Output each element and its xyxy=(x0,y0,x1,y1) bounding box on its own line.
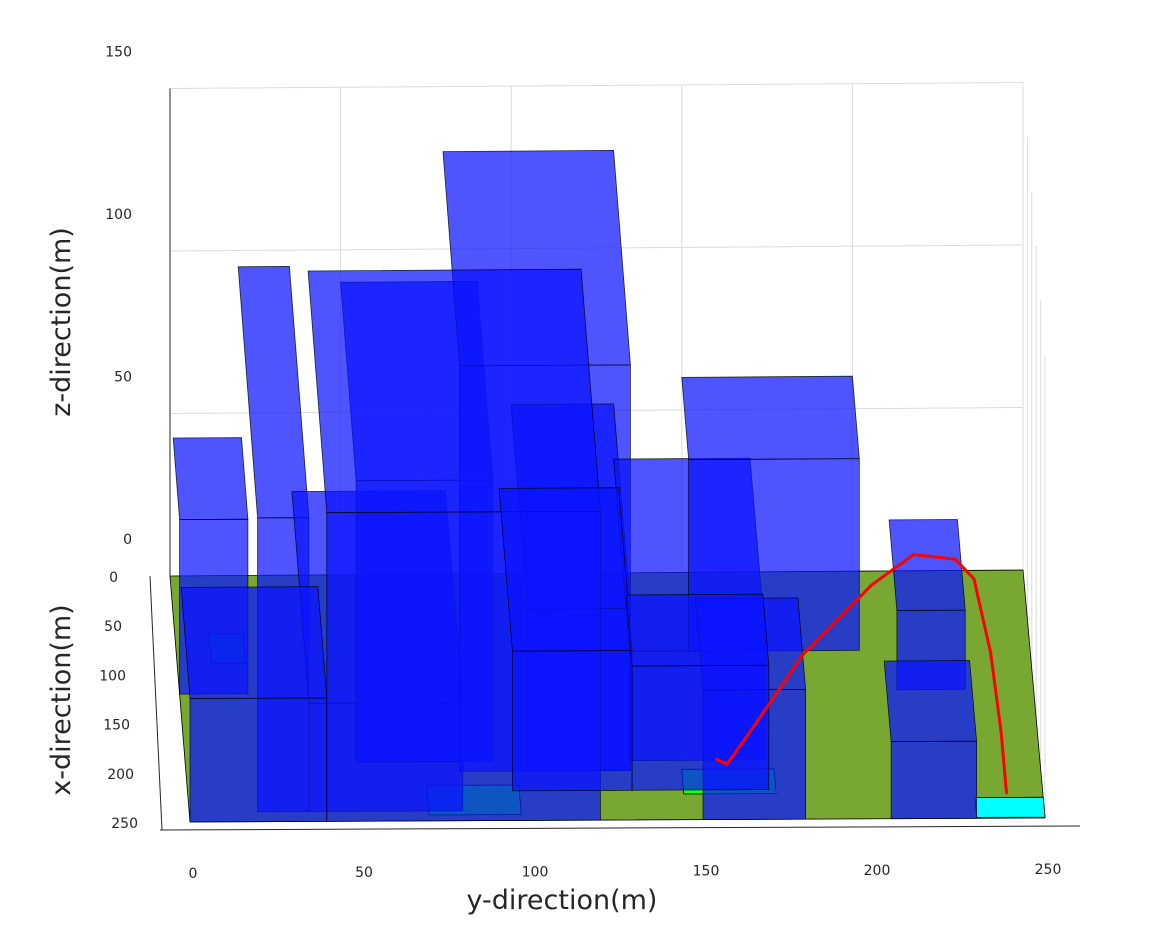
x-axis-line xyxy=(149,575,163,831)
y-axis-line xyxy=(159,825,1081,831)
x-tick-label: 200 xyxy=(107,767,134,783)
grid-line-z xyxy=(169,82,1024,89)
y-tick-label: 0 xyxy=(189,866,198,882)
y-tick-label: 200 xyxy=(864,863,891,879)
building-roof xyxy=(681,375,860,461)
building-roof xyxy=(172,437,249,521)
x-tick-label: 0 xyxy=(109,570,118,586)
building-roof xyxy=(237,265,310,519)
building-roof xyxy=(307,268,601,514)
x-tick-label: 50 xyxy=(104,619,122,635)
z-tick-label: 100 xyxy=(105,207,132,223)
z-axis-label: z-direction(m) xyxy=(46,227,77,417)
flight-path xyxy=(714,553,1008,795)
building-roof xyxy=(180,586,328,699)
building xyxy=(883,660,978,820)
building-front-face xyxy=(890,740,977,820)
x-tick-label: 100 xyxy=(99,668,126,684)
building-front-face xyxy=(512,650,633,792)
x-axis-label: x-direction(m) xyxy=(46,604,77,795)
y-tick-label: 50 xyxy=(355,865,373,881)
path-layer xyxy=(714,553,1008,795)
axes-layer: 0 50 100 150 0 50 100 150 200 250 0 50 100 150 200 250 xyxy=(99,45,1081,882)
y-axis-label: y-direction(m) xyxy=(467,885,658,916)
building-layer xyxy=(172,149,978,823)
building-front-face xyxy=(631,664,770,791)
x-tick-label: 250 xyxy=(111,816,138,832)
z-tick-label: 150 xyxy=(105,45,132,61)
building xyxy=(498,487,633,792)
z-tick-label: 0 xyxy=(123,532,132,548)
z-tick-label: 50 xyxy=(114,370,132,386)
building-front-face xyxy=(189,697,328,823)
building-roof xyxy=(888,519,966,611)
building-roof xyxy=(625,593,770,667)
y-tick-label: 250 xyxy=(1035,862,1062,878)
building xyxy=(180,586,328,823)
y-tick-label: 150 xyxy=(693,864,720,880)
goal-zone xyxy=(974,796,1046,818)
x-tick-label: 150 xyxy=(103,718,130,734)
building-roof xyxy=(498,487,633,652)
building xyxy=(625,593,770,791)
building-roof xyxy=(883,660,978,742)
y-tick-label: 100 xyxy=(522,864,549,880)
